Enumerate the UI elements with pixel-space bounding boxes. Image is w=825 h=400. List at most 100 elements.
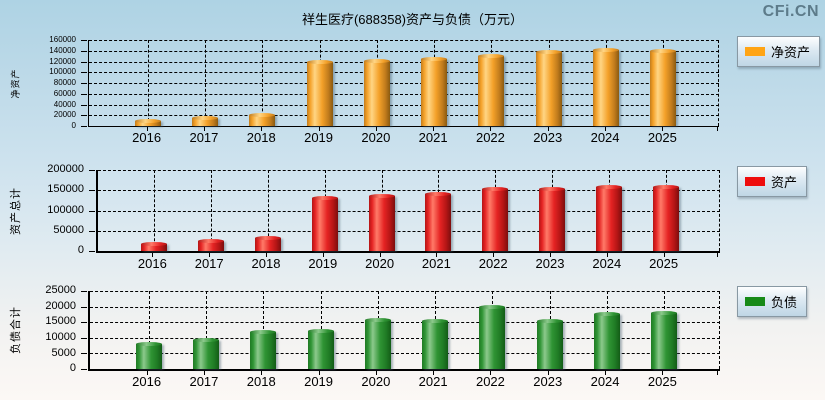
x-axis-label: 2017 (189, 130, 219, 145)
gridline-h (89, 40, 719, 41)
bar-cap (255, 236, 281, 240)
y-tick-mark (89, 251, 95, 252)
y-tick-mark (81, 353, 87, 355)
bar (478, 54, 505, 126)
bar (482, 187, 509, 251)
x-tick-mark (318, 371, 320, 375)
bar-cap (422, 319, 449, 323)
gridline-h (98, 190, 720, 192)
y-tick-mark (81, 306, 87, 308)
bar-cap (368, 194, 395, 198)
y-tick-mark (89, 190, 95, 192)
x-tick-mark (490, 371, 492, 375)
x-tick-mark (433, 127, 435, 131)
y-tick-mark (81, 322, 87, 324)
bar-cap (651, 311, 678, 315)
y-tick-mark (81, 61, 87, 63)
bar-cap (595, 185, 622, 189)
legend-label-net-assets: 净资产 (771, 45, 811, 60)
x-axis-label: 2021 (418, 374, 448, 389)
y-tick-mark (89, 230, 95, 232)
x-tick-mark (322, 253, 324, 257)
x-tick-mark (436, 253, 438, 257)
x-tick-mark (152, 253, 154, 257)
y-tick-label: 15000 (45, 315, 76, 328)
x-axis-label: 2022 (475, 130, 505, 145)
x-axis-label: 2018 (251, 256, 281, 271)
x-axis-label: 2020 (361, 374, 391, 389)
plot-net-assets (88, 40, 719, 127)
gridline-v (268, 170, 269, 251)
y-tick-mark (81, 50, 87, 52)
plot-total-liabilities (88, 291, 720, 371)
gridline-v (719, 170, 720, 251)
bar (539, 187, 565, 251)
bar-cap (192, 338, 219, 342)
bar (479, 305, 506, 369)
x-axis-label: 2016 (137, 256, 167, 271)
bar-cap (134, 119, 161, 123)
x-axis-label: 2022 (478, 256, 508, 271)
x-tick-mark (490, 127, 492, 131)
bar-cap (363, 59, 390, 63)
bar-cap (250, 330, 277, 334)
bar-cap (249, 113, 276, 117)
x-axis-label: 2024 (590, 130, 620, 145)
gridline-h (89, 50, 719, 52)
y-tick-label: 5000 (51, 346, 76, 359)
bar (421, 57, 448, 126)
y-tick-mark (81, 83, 87, 84)
y-tick-label: 20000 (45, 299, 76, 312)
gridline-h (89, 104, 719, 106)
x-tick-mark (605, 371, 607, 375)
legend-liabilities: 负债 (737, 286, 808, 317)
bar (650, 49, 677, 126)
gridline-h (98, 230, 720, 232)
y-tick-label: 100000 (47, 203, 84, 216)
bar (425, 192, 452, 251)
bar-cap (191, 116, 218, 120)
x-tick-mark (146, 127, 148, 131)
bar (651, 311, 678, 369)
plot-total-assets (96, 170, 720, 253)
y-axis-title-total-liabilities: 负债合计 (10, 306, 22, 354)
y-tick-label: 20000 (53, 110, 76, 120)
bar (191, 116, 218, 126)
x-axis-label: 2025 (649, 256, 679, 271)
y-tick-mark (81, 126, 87, 127)
bar-cap (135, 342, 162, 346)
y-tick-label: 80000 (53, 78, 76, 88)
bar-cap (198, 239, 225, 243)
gridline-h (89, 83, 719, 84)
y-tick-mark (89, 210, 95, 212)
bar (594, 312, 621, 369)
x-tick-mark (606, 253, 608, 257)
y-tick-mark (81, 72, 87, 74)
bar (368, 194, 395, 251)
y-axis-title-total-assets: 资产总计 (10, 186, 22, 235)
y-tick-label: 60000 (53, 88, 76, 98)
bar-cap (539, 187, 565, 191)
y-tick-label: 160000 (49, 35, 76, 45)
legend-label-liabilities: 负债 (771, 295, 798, 310)
legend-net-assets: 净资产 (737, 36, 821, 67)
gridline-v (211, 170, 213, 251)
bar (422, 319, 449, 369)
x-tick-mark (375, 371, 377, 375)
bar (536, 319, 563, 369)
gridline-h (89, 93, 719, 95)
bar (255, 236, 281, 251)
y-tick-mark (81, 115, 87, 117)
x-axis-label: 2025 (647, 130, 677, 145)
gridline-v (262, 40, 264, 126)
bar-cap (421, 57, 448, 61)
bar (134, 119, 161, 126)
y-axis-title-net-assets: 净资产 (10, 67, 21, 99)
bar-cap (479, 305, 506, 309)
bar (249, 113, 276, 126)
x-axis-label: 2020 (365, 256, 395, 271)
gridline-h (98, 210, 720, 212)
y-tick-label: 0 (69, 362, 76, 375)
x-axis-label: 2022 (475, 374, 505, 389)
y-tick-mark (81, 40, 87, 41)
